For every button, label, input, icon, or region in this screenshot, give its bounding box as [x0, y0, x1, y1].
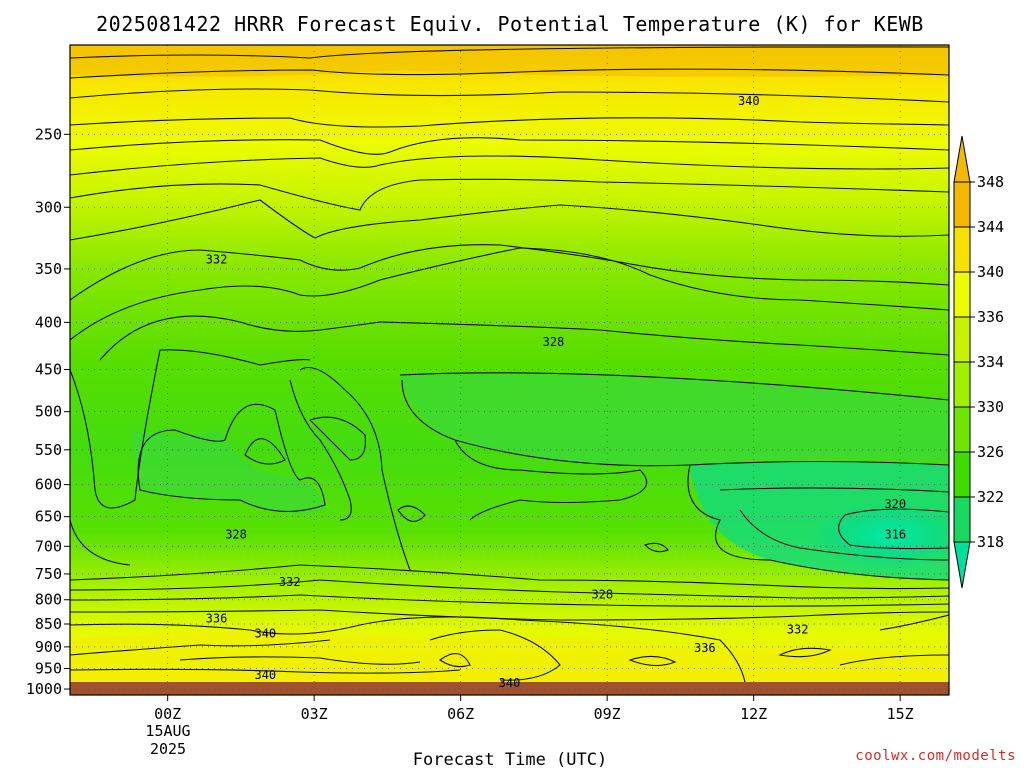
y-tick-label: 400 — [35, 313, 62, 331]
contour-labels: 340 332 328 328 332 328 336 340 332 336 340 340 320 3… — [206, 94, 906, 690]
region-328-band — [400, 372, 949, 466]
contour-label: 336 — [206, 611, 228, 625]
date-label-year: 2025 — [150, 740, 186, 758]
contour-label: 316 — [884, 528, 906, 542]
contour-label: 328 — [225, 528, 247, 542]
colorbar-label: 330 — [977, 398, 1004, 416]
contour-lines — [70, 46, 949, 683]
contour-label: 332 — [787, 623, 809, 637]
colorbar-segment — [953, 226, 971, 273]
contour-label: 328 — [591, 588, 613, 602]
colorbar-segment — [953, 316, 971, 363]
credit-text: coolwx.com/modelts — [855, 748, 1016, 764]
colorbar-segment — [953, 496, 971, 543]
y-tick-label: 650 — [35, 508, 62, 526]
y-tick-label: 950 — [35, 660, 62, 678]
y-tick-label: 1000 — [26, 680, 62, 698]
colorbar-segment — [953, 406, 971, 453]
contour-label: 336 — [694, 641, 716, 655]
colorbar-segment — [953, 271, 971, 318]
colorbar-label: 340 — [977, 263, 1004, 281]
contour-label: 328 — [543, 335, 565, 349]
y-tick-label: 900 — [35, 638, 62, 656]
x-tick-label: 12Z — [740, 705, 767, 723]
colorbar-label: 348 — [977, 173, 1004, 191]
y-axis: 250 300 350 400 450 500 550 600 650 700 750 800 850 9… — [26, 125, 70, 698]
region-340-bottom — [70, 630, 949, 682]
contour-label: 340 — [738, 94, 760, 108]
colorbar-segment — [953, 451, 971, 498]
x-axis: 00Z 03Z 06Z 09Z 12Z 15Z — [154, 695, 914, 723]
x-tick-label: 09Z — [594, 705, 621, 723]
plot-area — [70, 45, 949, 695]
x-tick-label: 00Z — [154, 705, 181, 723]
region-328-left — [130, 430, 325, 514]
colorbar-top-arrow — [953, 135, 971, 183]
y-tick-label: 750 — [35, 565, 62, 583]
y-tick-label: 300 — [35, 198, 62, 216]
y-tick-label: 450 — [35, 361, 62, 379]
contour-label: 320 — [884, 497, 906, 511]
date-label-day: 15AUG — [145, 722, 190, 740]
x-axis-title: Forecast Time (UTC) — [413, 750, 607, 768]
colorbar-label: 336 — [977, 308, 1004, 326]
colorbar-label: 344 — [977, 218, 1004, 236]
terrain-band — [70, 682, 949, 695]
contour-label: 332 — [206, 253, 228, 267]
y-tick-label: 500 — [35, 403, 62, 421]
colorbar-segment — [953, 181, 971, 228]
y-tick-label: 350 — [35, 260, 62, 278]
colorbar-label: 326 — [977, 443, 1004, 461]
x-tick-label: 15Z — [887, 705, 914, 723]
colorbar-bottom-arrow — [953, 541, 971, 589]
y-tick-label: 700 — [35, 537, 62, 555]
x-tick-label: 03Z — [301, 705, 328, 723]
contour-label: 332 — [279, 575, 301, 589]
y-tick-label: 550 — [35, 441, 62, 459]
contour-label: 340 — [254, 668, 276, 682]
y-tick-label: 600 — [35, 476, 62, 494]
contour-label: 340 — [254, 626, 276, 640]
contour-label: 340 — [499, 676, 521, 690]
y-tick-label: 850 — [35, 615, 62, 633]
colorbar: 348 344 340 336 334 330 326 322 318 — [953, 135, 1004, 589]
chart-title: 2025081422 HRRR Forecast Equiv. Potentia… — [96, 12, 924, 36]
colorbar-segment — [953, 361, 971, 408]
colorbar-label: 322 — [977, 488, 1004, 506]
x-tick-label: 06Z — [447, 705, 474, 723]
region-316-area — [810, 500, 949, 570]
colorbar-label: 334 — [977, 353, 1004, 371]
y-tick-label: 800 — [35, 591, 62, 609]
y-tick-label: 250 — [35, 125, 62, 143]
region-344-top — [70, 45, 949, 77]
colorbar-label: 318 — [977, 533, 1004, 551]
grid-lines — [70, 45, 949, 695]
